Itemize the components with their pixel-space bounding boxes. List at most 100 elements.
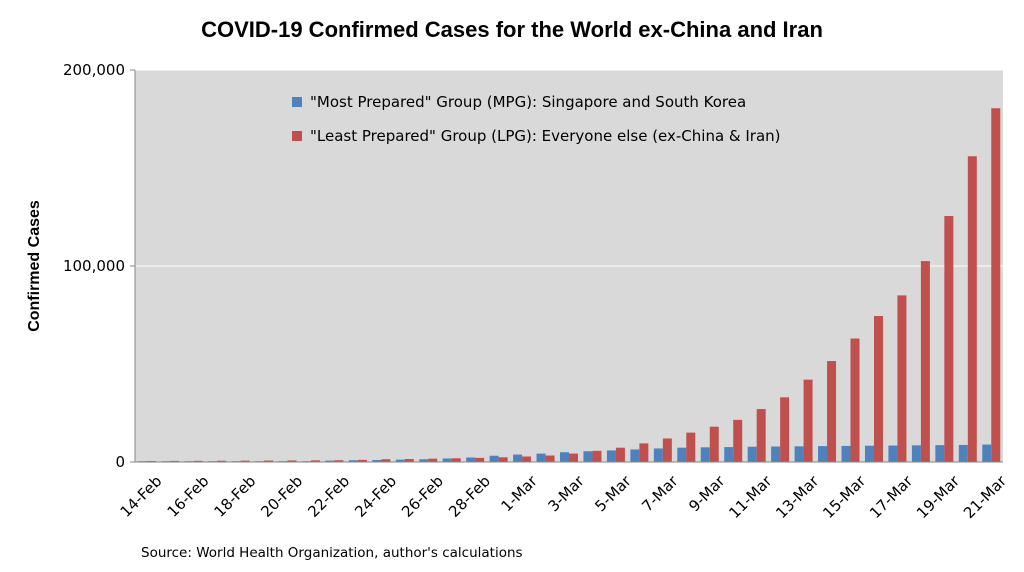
y-ticks: 0 100,000 200,000 [63, 61, 135, 471]
bar-lpg [803, 379, 813, 462]
bar-lpg [897, 295, 907, 462]
x-tick-label: 3-Mar [544, 471, 588, 515]
bar-lpg [475, 457, 485, 462]
bar-lpg [850, 338, 860, 462]
bar-lpg [264, 460, 274, 462]
x-tick-label: 19-Mar [913, 471, 964, 522]
bar-lpg [404, 459, 414, 462]
bar-lpg [780, 397, 790, 462]
legend: "Most Prepared" Group (MPG): Singapore a… [292, 93, 781, 145]
bar-mpg [700, 447, 710, 462]
bar-lpg [193, 460, 203, 462]
bar-lpg [592, 450, 602, 462]
bar-lpg [170, 460, 180, 462]
x-tick-label: 14-Feb [117, 472, 166, 521]
bar-mpg [442, 458, 452, 462]
legend-label: "Most Prepared" Group (MPG): Singapore a… [310, 93, 746, 111]
bar-mpg [818, 446, 828, 462]
x-tick-label: 9-Mar [685, 471, 729, 515]
bar-mpg [653, 448, 663, 462]
bar-lpg [310, 460, 320, 462]
x-tick-label: 1-Mar [498, 471, 542, 515]
bar-mpg [348, 460, 358, 462]
bar-lpg [569, 453, 578, 462]
x-tick-label: 13-Mar [772, 471, 823, 522]
chart-title: COVID-19 Confirmed Cases for the World e… [201, 17, 823, 42]
bar-mpg [583, 451, 593, 462]
bar-lpg [217, 460, 227, 462]
x-tick-label: 11-Mar [725, 471, 776, 522]
bar-mpg [724, 447, 734, 462]
bars [137, 108, 1001, 463]
x-ticks: 14-Feb16-Feb18-Feb20-Feb22-Feb24-Feb26-F… [117, 471, 1011, 522]
bar-lpg [662, 438, 672, 462]
y-tick-label: 100,000 [63, 257, 125, 275]
x-tick-label: 26-Feb [398, 472, 447, 521]
x-tick-label: 7-Mar [638, 471, 682, 515]
bar-lpg [334, 460, 344, 462]
bar-lpg [545, 455, 555, 462]
bar-mpg [888, 445, 898, 462]
x-tick-label: 5-Mar [591, 471, 635, 515]
bar-lpg [733, 419, 743, 462]
bar-lpg [451, 458, 461, 462]
bar-lpg [944, 216, 954, 462]
x-tick-label: 22-Feb [304, 472, 353, 521]
y-tick-label: 0 [115, 453, 125, 471]
x-tick-label: 28-Feb [445, 472, 494, 521]
x-tick-label: 17-Mar [866, 471, 917, 522]
bar-mpg [864, 445, 874, 462]
legend-swatch [292, 131, 302, 141]
bar-lpg [522, 456, 532, 462]
bar-mpg [395, 459, 405, 462]
bar-mpg [325, 460, 335, 462]
bar-lpg [639, 443, 649, 462]
legend-label: "Least Prepared" Group (LPG): Everyone e… [310, 127, 781, 145]
bar-mpg [489, 455, 499, 462]
bar-lpg [827, 361, 837, 462]
bar-lpg [756, 409, 766, 462]
bar-mpg [419, 459, 429, 462]
bar-lpg [967, 156, 977, 463]
x-tick-label: 21-Mar [960, 471, 1011, 522]
source-note: Source: World Health Organization, autho… [141, 545, 523, 561]
x-tick-label: 18-Feb [210, 472, 259, 521]
x-tick-label: 24-Feb [351, 472, 400, 521]
bar-mpg [606, 450, 616, 462]
bar-lpg [991, 108, 1001, 462]
bar-mpg [982, 444, 992, 462]
bar-lpg [686, 432, 696, 462]
y-tick-label: 200,000 [63, 61, 125, 79]
bar-mpg [958, 444, 968, 462]
bar-mpg [513, 454, 523, 462]
legend-swatch [292, 97, 302, 107]
bar-lpg [240, 460, 250, 462]
bar-lpg [920, 261, 930, 462]
bar-mpg [771, 446, 781, 462]
bar-lpg [357, 459, 367, 462]
bar-lpg [381, 459, 391, 462]
bar-lpg [615, 447, 625, 462]
x-tick-label: 20-Feb [257, 472, 306, 521]
bar-lpg [873, 315, 883, 462]
bar-mpg [747, 446, 757, 462]
y-axis-label: Confirmed Cases [26, 200, 43, 332]
bar-mpg [794, 446, 804, 462]
bar-lpg [287, 460, 297, 462]
bar-mpg [841, 445, 851, 462]
bar-mpg [630, 449, 640, 462]
bar-mpg [677, 447, 687, 462]
bar-mpg [560, 452, 569, 462]
x-tick-label: 16-Feb [164, 472, 213, 521]
bar-lpg [498, 457, 508, 462]
bar-lpg [709, 426, 719, 462]
bar-mpg [935, 445, 945, 462]
bar-mpg [466, 457, 476, 462]
bar-mpg [536, 453, 546, 462]
bar-lpg [428, 458, 438, 462]
bar-mpg [911, 445, 921, 462]
x-tick-label: 15-Mar [819, 471, 870, 522]
gridlines [135, 69, 1003, 267]
bar-mpg [372, 460, 382, 462]
